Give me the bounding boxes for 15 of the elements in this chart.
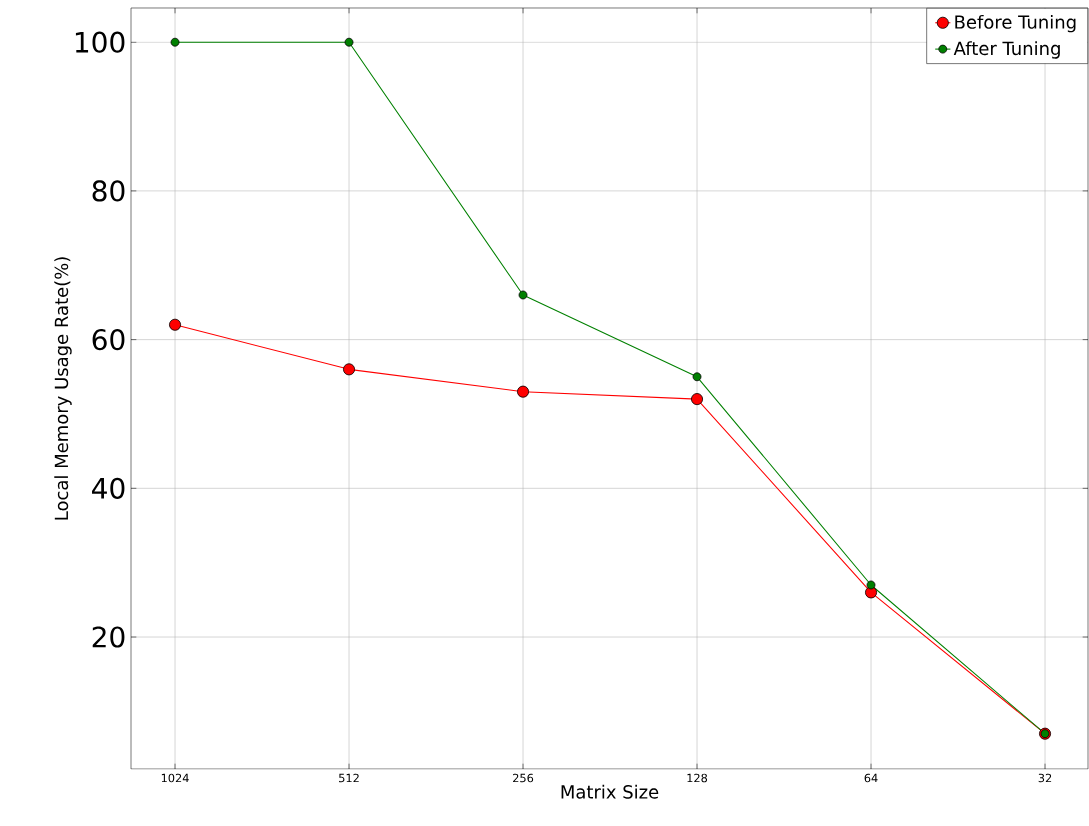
x-tick-label: 512 (339, 773, 359, 783)
legend-label: Before Tuning (955, 14, 1076, 33)
legend-label: After Tuning (953, 41, 1060, 59)
x-axis-title: Matrix Size (561, 784, 659, 799)
y-tick-label: 40 (92, 477, 125, 499)
x-tick-label: 32 (1038, 773, 1052, 783)
y-tick-label: 80 (92, 180, 125, 202)
y-tick-label: 100 (75, 31, 125, 53)
y-tick-label: 20 (92, 626, 125, 648)
x-tick-label: 256 (513, 773, 534, 783)
y-axis-title: Local Memory Usage Rate(%) (54, 257, 72, 520)
y-tick-label: 60 (92, 329, 125, 351)
x-tick-label: 1024 (161, 773, 189, 783)
x-tick-label: 128 (687, 773, 708, 783)
x-tick-label: 64 (864, 773, 878, 783)
